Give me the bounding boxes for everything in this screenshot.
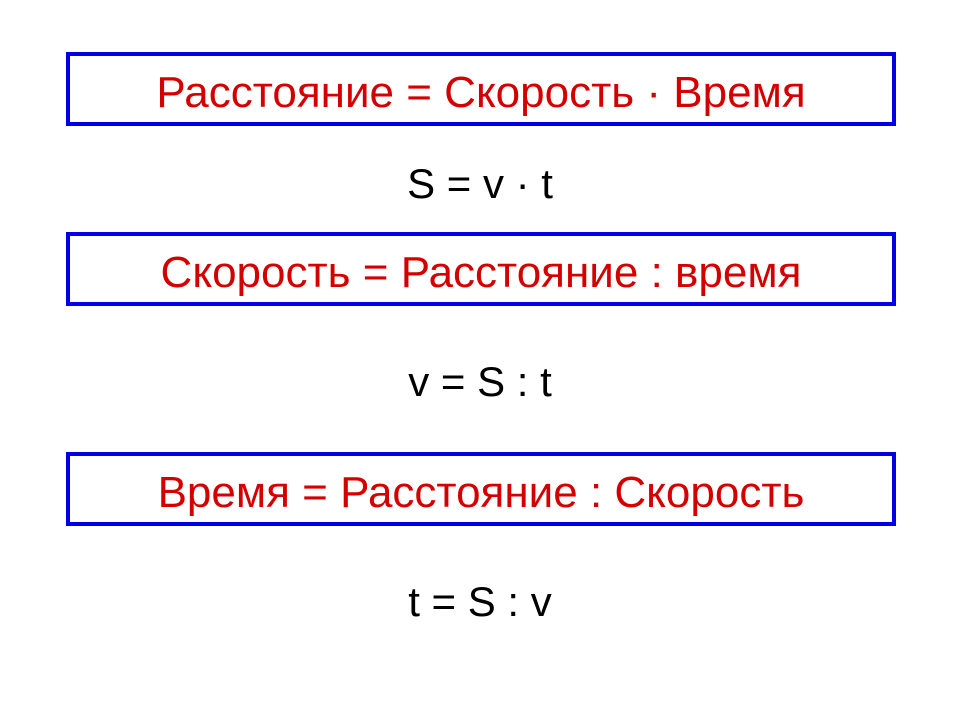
formula-slide: Расстояние = Скорость · Время S = v · t … xyxy=(0,0,960,720)
time-formula-box: Время = Расстояние : Скорость xyxy=(66,452,896,526)
distance-formula-symbolic: S = v · t xyxy=(0,160,960,208)
distance-formula-box: Расстояние = Скорость · Время xyxy=(66,52,896,126)
time-formula-symbolic: t = S : v xyxy=(0,578,960,626)
speed-formula-box: Скорость = Расстояние : время xyxy=(66,232,896,306)
speed-formula-symbolic: v = S : t xyxy=(0,358,960,406)
